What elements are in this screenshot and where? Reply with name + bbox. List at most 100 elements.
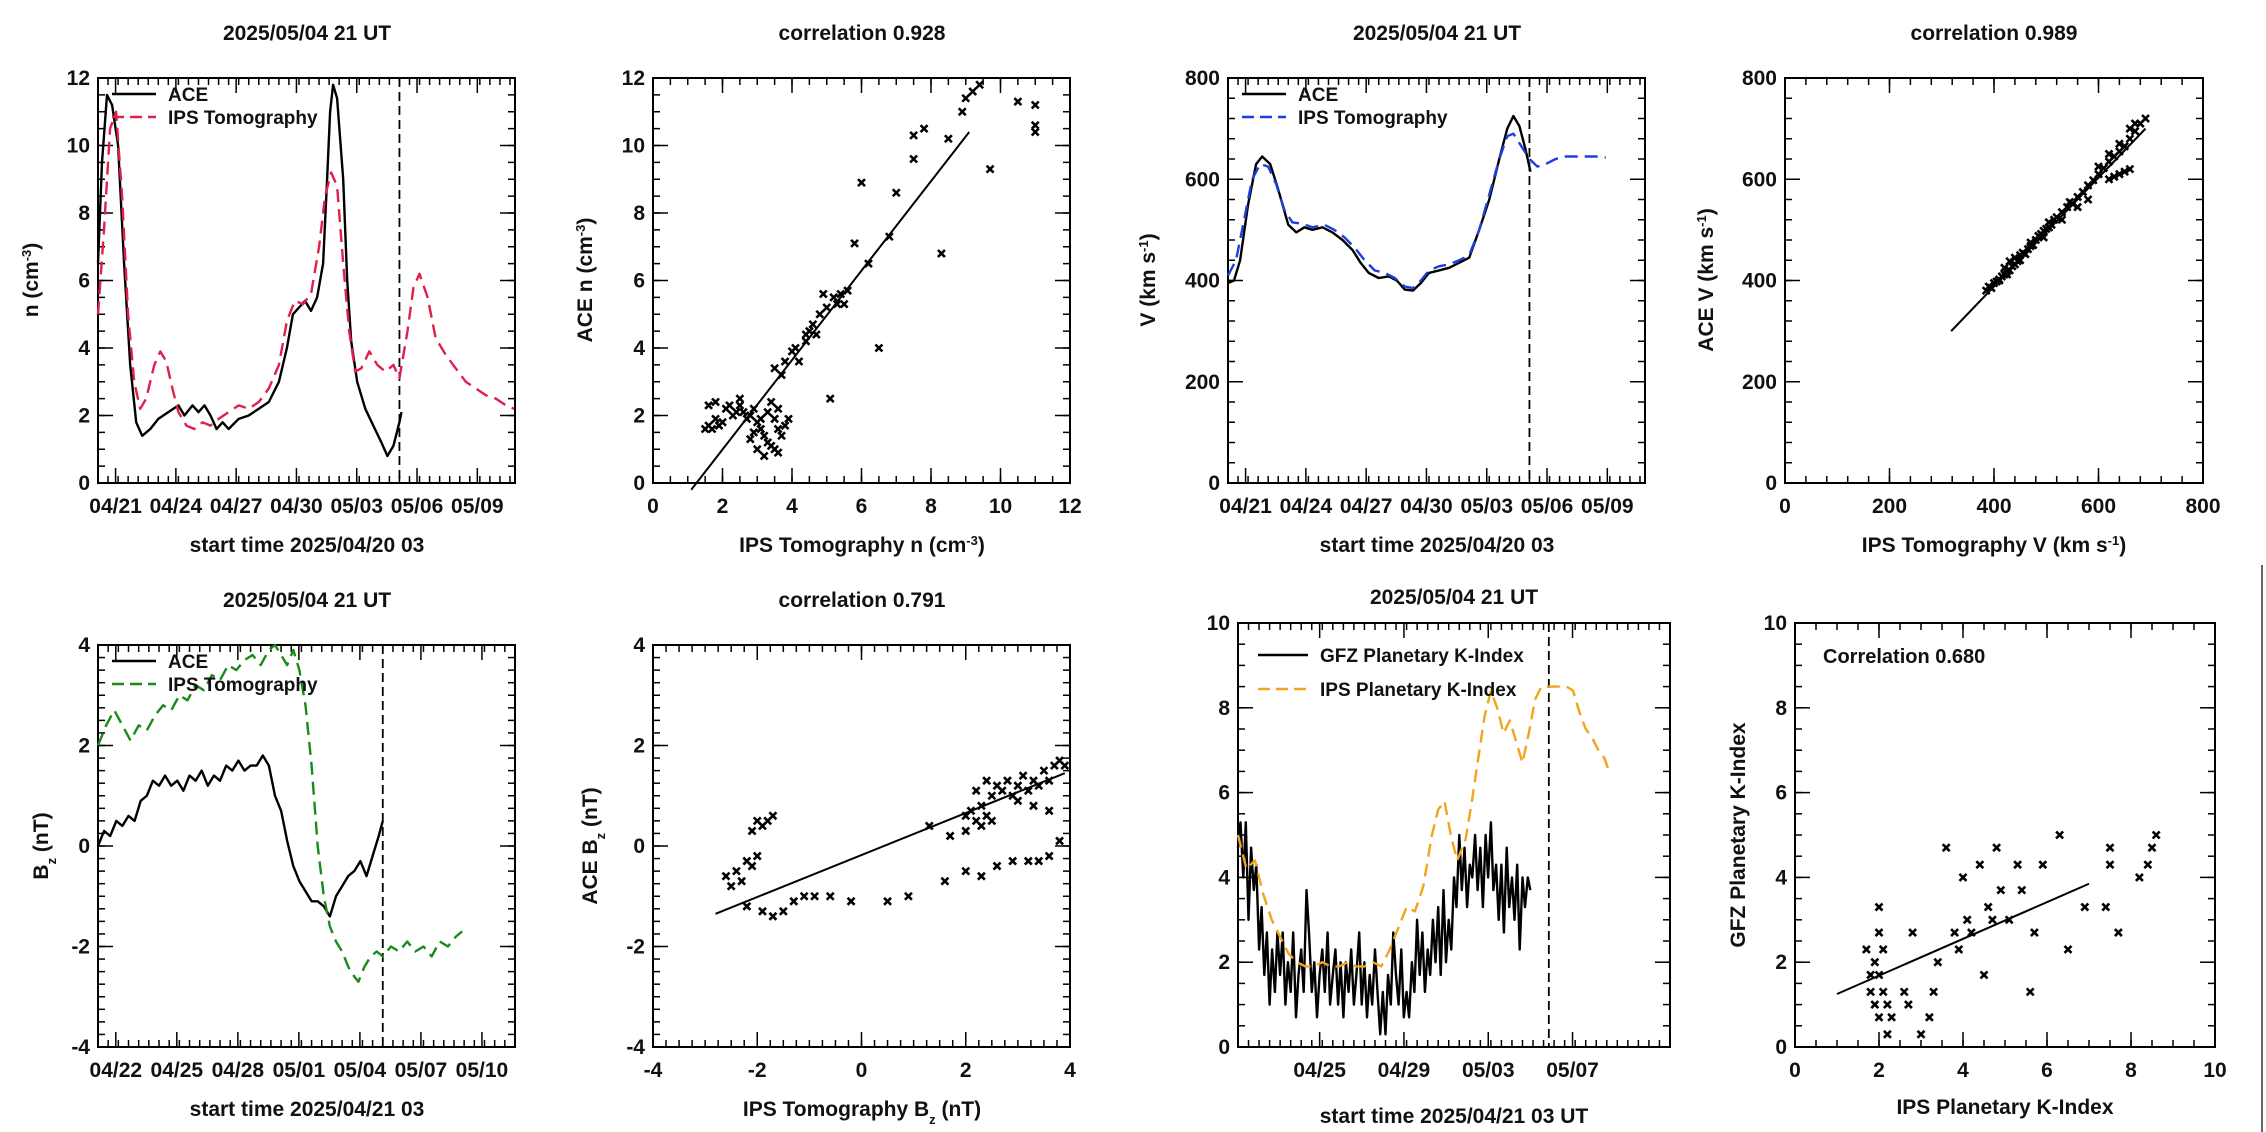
panel-n-timeseries: 2025/05/04 21 UT 04/21 04/24 04/27 04/30 05/0… (19, 22, 516, 557)
scatter-mark (2025, 987, 2035, 997)
scatter-mark (789, 896, 799, 906)
scatter-mark (1962, 915, 1972, 925)
scatter-point (756, 424, 766, 434)
scatter-point (773, 424, 783, 434)
scatter-point (2073, 202, 2083, 212)
x-tick-label: 04/21 (1219, 495, 1272, 518)
y-tick-label: 10 (622, 135, 645, 158)
scatter-point (1899, 987, 1909, 997)
x-tick-label: 6 (856, 495, 868, 518)
x-axis-label: IPS Tomography n (cm-3) (739, 533, 985, 558)
scatter-mark (742, 901, 752, 911)
label-part: ) (978, 534, 985, 557)
y-tick-label: 0 (78, 835, 90, 858)
y-tick-label: 4 (633, 634, 645, 657)
x-tick-label: 04/29 (1378, 1059, 1431, 1082)
x-tick-label: 04/24 (150, 495, 203, 518)
label-part: ) (20, 243, 43, 250)
x-tick-label: 04/21 (89, 495, 142, 518)
axis-ticks (652, 77, 1071, 484)
scatter-point (822, 303, 832, 312)
scatter-mark (1030, 127, 1040, 137)
scatter-point (2105, 843, 2115, 853)
label-part: (nT) (30, 812, 53, 857)
scatter-point (768, 811, 778, 821)
scatter-mark (1861, 945, 1871, 954)
scatter-point (731, 866, 741, 876)
scatter-point (759, 431, 769, 441)
series-line-gfz-planetary-k-index (1236, 821, 1532, 1036)
scatter-mark (2151, 830, 2161, 840)
label-part: ACE V (km s (1695, 227, 1718, 352)
scatter-mark (1866, 970, 1876, 980)
scatter-point (766, 397, 776, 407)
y-tick-label: 6 (78, 270, 90, 293)
scatter-mark (2143, 860, 2153, 870)
scatter-point (1941, 843, 1951, 853)
y-tick-label: 0 (78, 472, 90, 495)
y-tick-label: 600 (1742, 168, 1777, 191)
scatter-mark (1983, 902, 1993, 912)
y-tick-label: 10 (1207, 612, 1230, 635)
x-tick-label: 05/03 (1462, 1059, 1515, 1082)
scatter-point (1003, 776, 1012, 786)
scatter-mark (735, 394, 745, 404)
scatter-point (2025, 987, 2035, 997)
x-tick-label: 0 (1779, 495, 1791, 518)
scatter-point (2114, 169, 2124, 179)
scatter-mark (1013, 796, 1023, 806)
scatter-point (987, 791, 997, 801)
scatter-point (770, 414, 780, 424)
scatter-mark (2113, 928, 2123, 937)
scatter-mark (2114, 139, 2124, 149)
scatter-mark (718, 417, 727, 427)
y-axis-label: V (km s-1) (1136, 233, 1161, 326)
scatter-mark (1966, 928, 1976, 937)
scatter-mark (2038, 860, 2048, 870)
scatter-point (2039, 233, 2049, 242)
scatter-mark (791, 343, 800, 353)
scatter-point (738, 407, 748, 417)
scatter-point (773, 448, 783, 458)
x-tick-label: 600 (2081, 495, 2116, 518)
scatter-points (721, 756, 1070, 921)
scatter-mark (2080, 902, 2090, 912)
scatter-mark (1044, 851, 1054, 861)
scatter-point (982, 776, 992, 786)
scatter-point (2120, 167, 2130, 177)
scatter-point (1916, 1029, 1926, 1039)
scatter-mark (839, 299, 849, 309)
y-tick-label: 4 (633, 337, 645, 360)
scatter-point (839, 299, 849, 309)
scatter-mark (1929, 987, 1939, 997)
y-tick-label: 200 (1185, 371, 1220, 394)
regression-line (715, 772, 1066, 915)
scatter-mark (1034, 856, 1044, 866)
scatter-mark (2104, 149, 2114, 159)
label-part: z (593, 832, 608, 839)
scatter-mark (1874, 902, 1884, 912)
x-tick-label: 04/30 (1400, 495, 1453, 518)
x-tick-label: 04/28 (212, 1059, 265, 1082)
scatter-mark (1870, 1000, 1880, 1010)
x-tick-label: 4 (1064, 1059, 1076, 1082)
scatter-point (707, 424, 717, 434)
legend-label: ACE (168, 652, 208, 673)
scatter-point (768, 911, 778, 921)
x-tick-label: 4 (1957, 1059, 1969, 1082)
scatter-mark (1979, 970, 1989, 980)
scatter-point (1870, 1000, 1880, 1010)
legend-label: ACE (1298, 85, 1338, 106)
scatter-point (1962, 915, 1972, 925)
y-tick-label: 4 (78, 634, 90, 657)
y-tick-label: 6 (1218, 782, 1230, 805)
scatter-mark (2114, 169, 2124, 179)
scatter-point (2080, 902, 2090, 912)
scatter-mark (825, 891, 835, 901)
scatter-point (829, 292, 839, 302)
axis-ticks (1227, 77, 1645, 484)
scatter-mark (1958, 872, 1968, 882)
scatter-mark (801, 330, 811, 339)
scatter-point (780, 421, 790, 431)
scatter-mark (1996, 885, 2006, 895)
